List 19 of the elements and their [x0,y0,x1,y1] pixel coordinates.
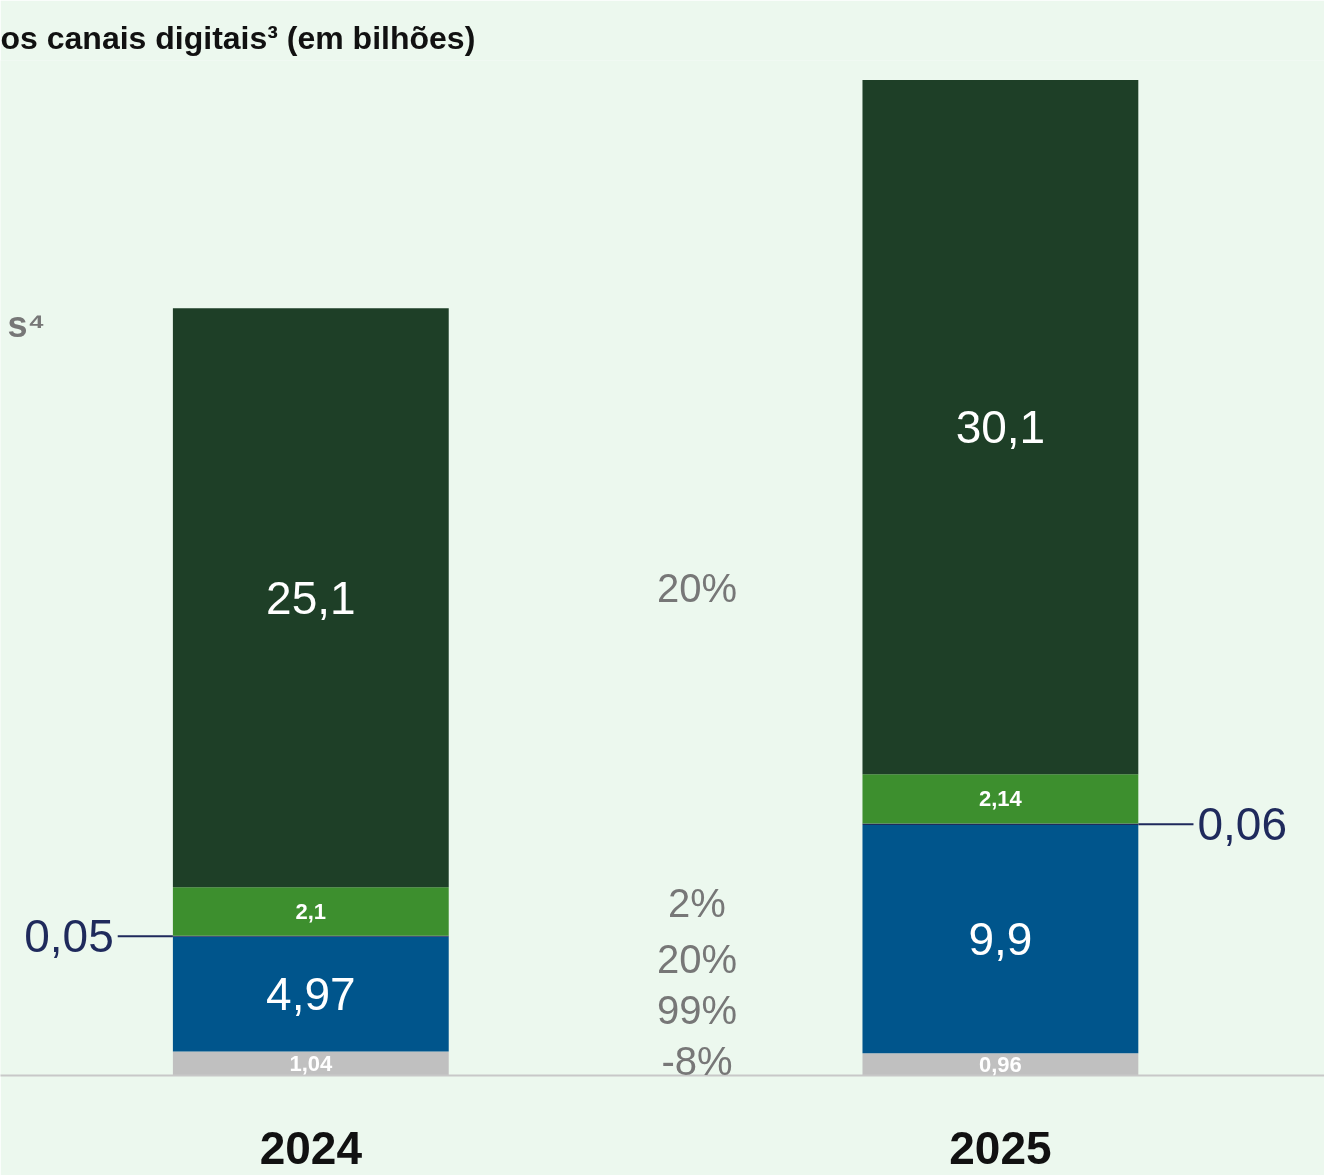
annotation: 20% [656,936,738,981]
x-tick-label: 2025 [949,1121,1052,1174]
annotation: 99% [656,987,738,1032]
data-label: 30,1 [955,401,1046,454]
data-label: 25,1 [266,571,356,624]
annotation: 20% [656,566,738,611]
data-label: 0,06 [1197,798,1288,851]
x-tick-label: 2024 [259,1121,363,1174]
data-label: 0,96 [978,1051,1022,1077]
annotation: -8% [661,1039,733,1084]
data-label: 2,14 [978,786,1023,812]
data-label: 2,1 [295,898,327,924]
data-label: 0,05 [24,910,114,963]
data-label: 4,97 [266,968,356,1021]
annotation: s⁴ [7,303,46,345]
data-label: 1,04 [289,1051,333,1076]
data-label: 9,9 [968,913,1033,966]
annotation: 2% [668,880,726,925]
chart-title: os canais digitais³ (em bilhões) [0,19,476,56]
